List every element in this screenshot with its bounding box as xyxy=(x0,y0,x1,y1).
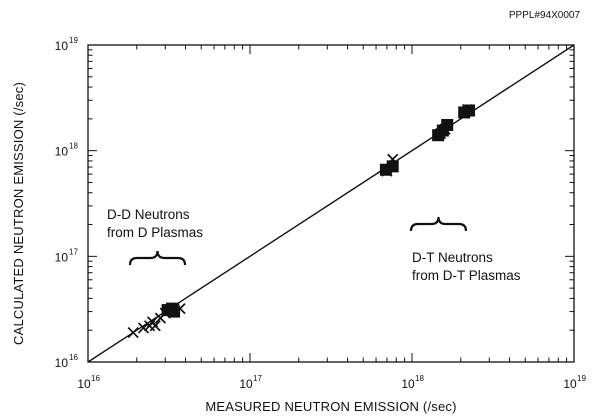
square-point xyxy=(165,302,178,315)
annotation-dt-line-1: D-T Neutrons xyxy=(412,250,493,265)
square-point xyxy=(463,104,476,117)
x-point xyxy=(149,320,161,332)
annotation-dt: D-T Neutrons from D-T Plasmas xyxy=(412,250,521,283)
reference-line xyxy=(87,44,575,363)
x-tick-label-exponent: 17 xyxy=(253,374,262,383)
annotation-braces xyxy=(128,216,468,266)
y-tick-label: 10 17 xyxy=(55,247,79,264)
y-tick-label-base: 10 xyxy=(55,145,69,159)
y-tick-label-exponent: 16 xyxy=(69,353,78,362)
annotation-dd-line-1: D-D Neutrons xyxy=(107,207,190,222)
annotation-dt-line-2: from D-T Plasmas xyxy=(412,268,521,283)
x-tick-label-base: 10 xyxy=(563,377,577,391)
x-tick-label: 10 17 xyxy=(239,374,262,391)
x-axis-title: MEASURED NEUTRON EMISSION (/sec) xyxy=(205,399,456,414)
y-tick-label-exponent: 17 xyxy=(69,247,78,256)
y-tick-label-exponent: 19 xyxy=(69,36,78,45)
annotation-dd: D-D Neutrons from D Plasmas xyxy=(107,207,203,240)
y-tick-label-base: 10 xyxy=(55,39,69,53)
x-point xyxy=(127,326,139,339)
annotation-brace xyxy=(409,216,468,232)
x-tick-labels: 10 16 10 17 10 18 10 19 xyxy=(77,374,586,391)
plot-frame xyxy=(87,44,575,363)
square-point xyxy=(436,124,449,137)
x-tick-label-base: 10 xyxy=(77,377,91,391)
x-tick-label: 10 19 xyxy=(563,374,586,391)
x-tick-label-exponent: 19 xyxy=(577,374,586,383)
y-axis-title: CALCULATED NEUTRON EMISSION (/sec) xyxy=(11,82,26,345)
y-tick-label: 10 16 xyxy=(55,353,79,370)
y-tick-label: 10 19 xyxy=(55,36,79,53)
x-tick-label: 10 18 xyxy=(401,374,424,391)
x-tick-label-exponent: 18 xyxy=(415,374,424,383)
y-tick-label: 10 18 xyxy=(55,142,79,159)
data-points xyxy=(127,103,476,339)
annotation-dd-line-2: from D Plasmas xyxy=(107,225,203,240)
square-point xyxy=(386,160,399,173)
x-tick-label-base: 10 xyxy=(239,377,253,391)
x-point xyxy=(137,322,150,334)
x-tick-label: 10 16 xyxy=(77,374,100,391)
x-tick-label-exponent: 16 xyxy=(91,374,100,383)
y-tick-label-base: 10 xyxy=(55,356,69,370)
annotation-brace xyxy=(128,250,187,266)
figure-id: PPPL#94X0007 xyxy=(509,10,581,21)
y-tick-label-base: 10 xyxy=(55,250,69,264)
x-tick-label-base: 10 xyxy=(401,377,415,391)
axis-ticks xyxy=(87,45,574,363)
y-tick-label-exponent: 18 xyxy=(69,142,78,151)
